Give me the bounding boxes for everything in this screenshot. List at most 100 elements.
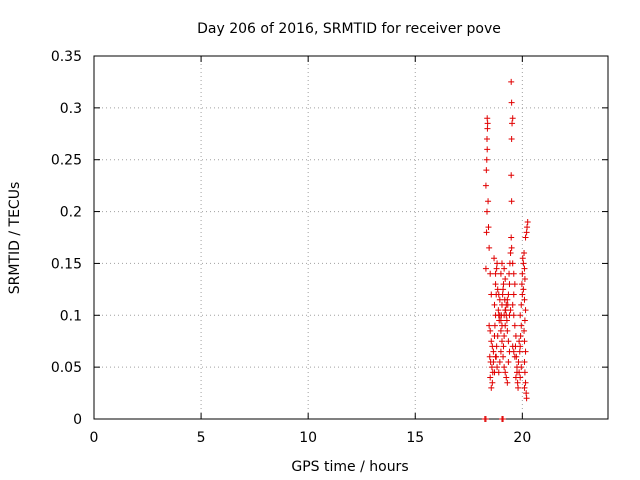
data-point <box>487 327 494 334</box>
data-point <box>501 265 508 272</box>
data-point <box>522 379 529 386</box>
data-point <box>502 369 509 376</box>
data-point <box>484 146 491 153</box>
data-point <box>484 115 491 122</box>
data-point <box>502 307 509 314</box>
data-point <box>503 317 510 324</box>
data-point <box>523 229 530 236</box>
y-axis-label: SRMTID / TECUs <box>7 182 23 295</box>
data-point <box>501 364 508 371</box>
data-point <box>500 286 507 293</box>
data-point <box>483 208 490 215</box>
data-point <box>500 281 507 288</box>
chart-title: Day 206 of 2016, SRMTID for receiver pov… <box>197 21 501 37</box>
data-point <box>518 301 525 308</box>
data-point <box>507 307 514 314</box>
data-point <box>508 135 515 142</box>
data-point <box>520 260 527 267</box>
data-point <box>498 338 505 345</box>
x-tick-label: 5 <box>197 430 206 446</box>
data-point <box>523 395 530 402</box>
data-point <box>509 260 516 267</box>
data-point <box>493 265 500 272</box>
data-point <box>488 384 495 391</box>
data-point <box>510 348 517 355</box>
data-point <box>494 286 501 293</box>
data-point <box>492 281 499 288</box>
data-point <box>503 301 510 308</box>
data-point <box>483 156 490 163</box>
data-point <box>488 364 495 371</box>
data-point <box>506 312 513 319</box>
data-point <box>497 317 504 324</box>
data-point <box>524 224 531 231</box>
x-tick-label: 15 <box>406 430 424 446</box>
data-point <box>496 358 503 365</box>
data-point <box>501 333 508 340</box>
data-point <box>508 172 515 179</box>
data-point <box>523 390 530 397</box>
data-point <box>494 364 501 371</box>
data-point <box>503 374 510 381</box>
data-point <box>505 291 512 298</box>
data-point <box>524 218 531 225</box>
y-tick-label: 0.15 <box>51 256 82 272</box>
data-point <box>482 416 489 422</box>
data-point <box>500 343 507 350</box>
data-point <box>522 307 529 314</box>
data-point <box>517 333 524 340</box>
data-point <box>516 348 523 355</box>
data-point <box>509 115 516 122</box>
data-point <box>521 317 528 324</box>
data-point <box>491 322 498 329</box>
data-point <box>498 260 505 267</box>
data-point <box>521 358 528 365</box>
data-point <box>517 374 524 381</box>
y-tick-label: 0.2 <box>60 205 82 221</box>
data-point <box>495 307 502 314</box>
x-axis-label: GPS time / hours <box>291 459 408 475</box>
data-point <box>508 244 515 251</box>
y-tick-label: 0.05 <box>51 360 82 376</box>
data-point <box>485 198 492 205</box>
data-point <box>518 364 525 371</box>
data-point <box>482 265 489 272</box>
data-point <box>483 229 490 236</box>
data-point <box>511 281 518 288</box>
data-point <box>513 369 520 376</box>
data-point <box>510 270 517 277</box>
data-point <box>519 270 526 277</box>
data-point <box>521 384 528 391</box>
data-point <box>505 358 512 365</box>
y-tick-label: 0.1 <box>60 308 82 324</box>
data-point <box>487 374 494 381</box>
data-point <box>516 338 523 345</box>
x-tick-label: 20 <box>513 430 531 446</box>
data-point <box>494 333 501 340</box>
data-point <box>486 244 493 251</box>
data-point <box>496 296 503 303</box>
y-tick-label: 0.3 <box>60 101 82 117</box>
data-point <box>510 291 517 298</box>
data-point <box>509 343 516 350</box>
data-point <box>502 275 509 282</box>
data-point <box>515 384 522 391</box>
data-point <box>509 120 516 127</box>
data-point <box>500 353 507 360</box>
data-point <box>508 99 515 106</box>
data-point <box>483 167 490 174</box>
data-point <box>493 343 500 350</box>
data-point <box>482 182 489 189</box>
data-point <box>504 327 511 334</box>
data-point <box>521 327 528 334</box>
data-point <box>492 353 499 360</box>
grid <box>94 56 608 419</box>
data-point <box>495 291 502 298</box>
y-tick-label: 0.25 <box>51 153 82 169</box>
y-tick-label: 0.35 <box>51 49 82 65</box>
data-point <box>521 250 528 257</box>
y-tick-label: 0 <box>73 412 82 428</box>
data-point <box>520 286 527 293</box>
data-point <box>522 234 529 241</box>
data-point <box>486 353 493 360</box>
